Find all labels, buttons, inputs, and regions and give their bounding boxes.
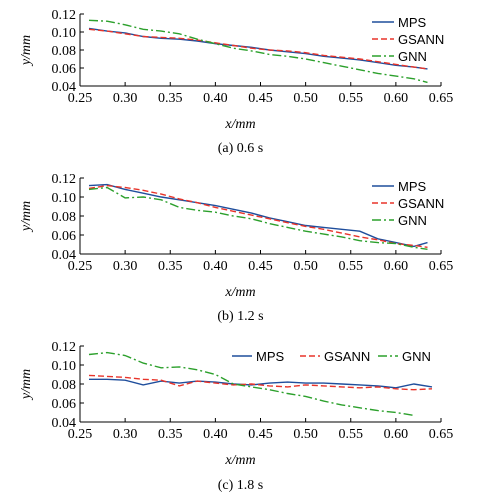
series-line-gnn — [88, 351, 415, 417]
x-tick-label: 0.30 — [113, 427, 138, 442]
x-tick-label: 0.65 — [429, 91, 454, 106]
legend-label-gsann: GSANN — [324, 349, 370, 364]
legend-label-gnn: GNN — [402, 349, 431, 364]
panel-caption: (c) 1.8 s — [218, 478, 264, 492]
y-tick-label: 0.04 — [52, 416, 77, 431]
x-axis-label: x/mm — [224, 285, 255, 300]
y-tick-label: 0.08 — [52, 378, 77, 393]
legend-label-mps: MPS — [256, 349, 285, 364]
series-line-gnn — [88, 19, 428, 84]
y-tick-label: 0.08 — [52, 210, 77, 225]
x-tick-label: 0.60 — [384, 259, 409, 274]
x-tick-label: 0.35 — [158, 427, 183, 442]
x-tick-label: 0.45 — [248, 427, 273, 442]
y-tick-label: 0.12 — [52, 8, 77, 23]
x-tick-label: 0.25 — [68, 91, 93, 106]
y-tick-label: 0.12 — [52, 172, 77, 187]
y-tick-label: 0.04 — [52, 80, 77, 95]
chart-panel-2: 0.25 0.30 0.35 0.40 0.45 0.50 0.55 0.60 0.65 0.04… — [19, 172, 453, 324]
y-tick-label: 0.06 — [52, 229, 77, 244]
y-tick-label: 0.08 — [52, 44, 77, 59]
x-tick-label: 0.35 — [158, 91, 183, 106]
series-line-gsann — [88, 184, 428, 248]
y-tick-label: 0.10 — [52, 26, 77, 41]
y-tick-label: 0.06 — [52, 62, 77, 77]
y-tick-label: 0.12 — [52, 340, 77, 355]
x-tick-label: 0.30 — [113, 91, 138, 106]
x-tick-label: 0.60 — [384, 427, 409, 442]
series-line-gsann — [88, 28, 428, 70]
panel-caption: (a) 0.6 s — [218, 141, 264, 156]
chart-panel-1: 0.25 0.30 0.35 0.40 0.45 0.50 0.55 0.60 0.65 0.04… — [19, 8, 453, 156]
y-tick-label: 0.04 — [52, 248, 77, 263]
x-tick-label: 0.40 — [203, 427, 228, 442]
x-tick-label: 0.50 — [293, 427, 318, 442]
x-tick-label: 0.55 — [339, 427, 364, 442]
series-line-mps — [89, 378, 433, 389]
legend-label-mps: MPS — [398, 15, 427, 30]
x-tick-label: 0.40 — [203, 91, 228, 106]
x-tick-label: 0.65 — [429, 427, 454, 442]
x-tick-label: 0.45 — [248, 91, 273, 106]
legend-label-mps: MPS — [398, 179, 427, 194]
x-tick-label: 0.40 — [203, 259, 228, 274]
y-axis-label: y/mm — [19, 201, 34, 233]
x-tick-label: 0.30 — [113, 259, 138, 274]
legend-label-gsann: GSANN — [398, 32, 444, 47]
y-axis-label: y/mm — [19, 35, 34, 67]
x-tick-label: 0.45 — [248, 259, 273, 274]
x-tick-label: 0.65 — [429, 259, 454, 274]
x-axis-label: x/mm — [224, 117, 255, 132]
series-line-gsann — [88, 374, 433, 391]
x-tick-label: 0.25 — [68, 259, 93, 274]
y-tick-label: 0.10 — [52, 359, 77, 374]
legend-label-gsann: GSANN — [398, 196, 444, 211]
y-tick-label: 0.10 — [52, 191, 77, 206]
x-tick-label: 0.50 — [293, 259, 318, 274]
series-line-mps — [88, 27, 428, 70]
x-tick-label: 0.35 — [158, 259, 183, 274]
panel-caption: (b) 1.2 s — [217, 309, 263, 324]
series-line-gnn — [88, 186, 428, 250]
x-tick-label: 0.25 — [68, 427, 93, 442]
y-axis-label: y/mm — [19, 369, 34, 401]
chart-panel-3: 0.25 0.30 0.35 0.40 0.45 0.50 0.55 0.60 0.65 0.04… — [19, 340, 453, 492]
legend-label-gnn: GNN — [398, 213, 427, 228]
x-axis-label: x/mm — [224, 453, 255, 468]
legend-label-gnn: GNN — [398, 49, 427, 64]
x-tick-label: 0.55 — [339, 259, 364, 274]
y-tick-label: 0.06 — [52, 397, 77, 412]
x-tick-label: 0.60 — [384, 91, 409, 106]
series-line-mps — [88, 183, 428, 248]
x-tick-label: 0.55 — [339, 91, 364, 106]
x-tick-label: 0.50 — [293, 91, 318, 106]
